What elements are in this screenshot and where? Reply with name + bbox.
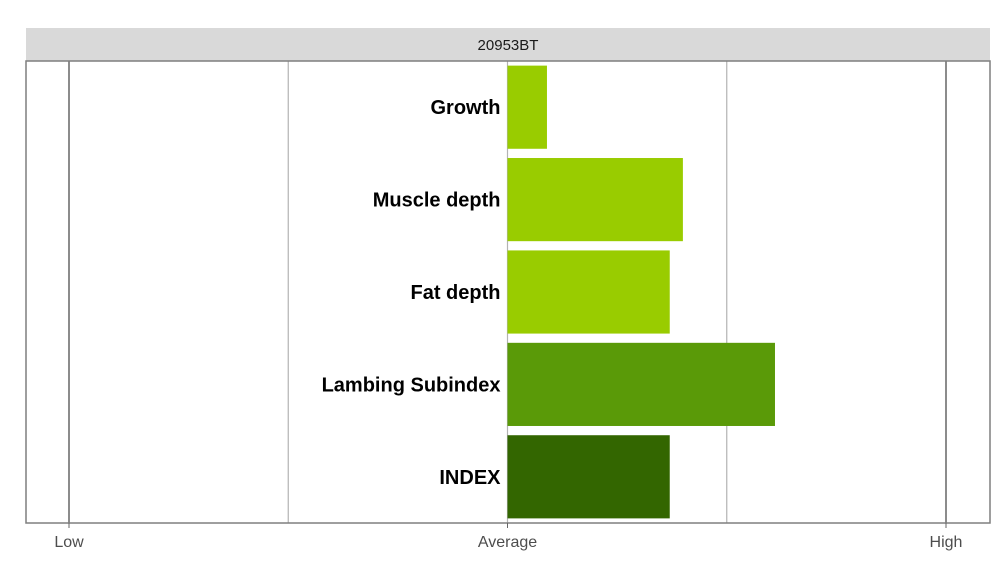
x-axis-ticks: Low Average High bbox=[54, 523, 962, 551]
tick-label: High bbox=[930, 534, 963, 551]
chart-title: 20953BT bbox=[478, 37, 539, 54]
tick-label: Low bbox=[54, 534, 84, 551]
category-label: INDEX bbox=[439, 467, 501, 489]
bar bbox=[507, 65, 547, 149]
bars bbox=[507, 65, 775, 519]
category-label: Muscle depth bbox=[373, 190, 501, 212]
bar bbox=[507, 158, 683, 242]
category-label: Fat depth bbox=[411, 282, 501, 304]
bar bbox=[507, 342, 775, 426]
category-label: Lambing Subindex bbox=[322, 374, 501, 396]
chart-title-strip bbox=[26, 28, 990, 61]
category-label: Growth bbox=[431, 97, 501, 119]
bar bbox=[507, 250, 670, 334]
bar bbox=[507, 435, 670, 519]
category-labels: Growth Muscle depth Fat depth Lambing Subin… bbox=[322, 97, 502, 489]
tick-label: Average bbox=[478, 534, 537, 551]
